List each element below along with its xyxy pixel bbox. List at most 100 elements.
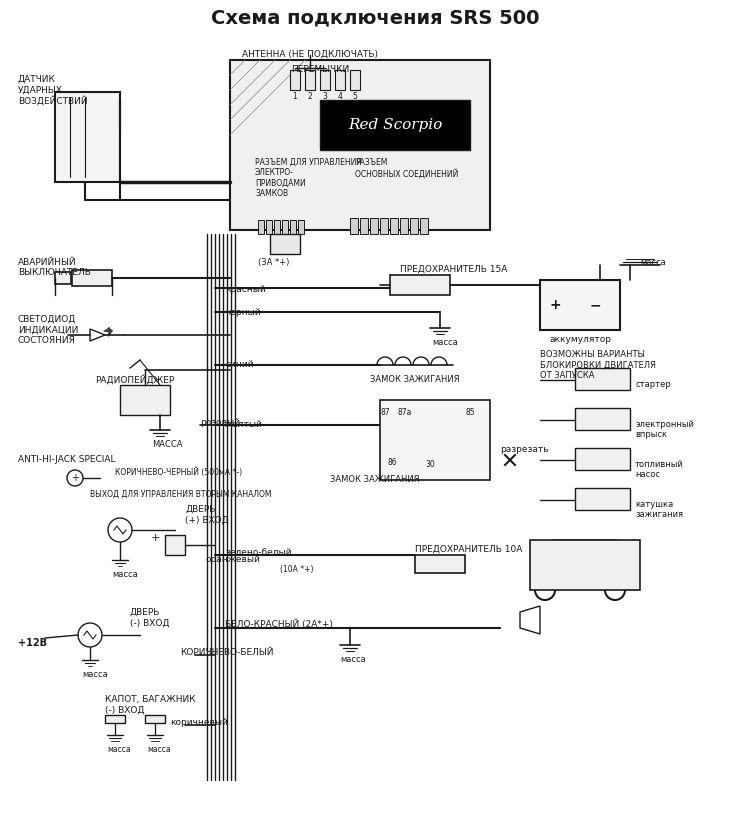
- Bar: [274, 220, 280, 234]
- Circle shape: [102, 167, 108, 173]
- Text: +: +: [150, 533, 160, 543]
- Text: КАПОТ, БАГАЖНИК
(-) ВХОД: КАПОТ, БАГАЖНИК (-) ВХОД: [105, 695, 196, 714]
- Text: масса: масса: [340, 655, 366, 664]
- Text: АВАРИЙНЫЙ
ВЫКЛЮЧАТЕЛЬ: АВАРИЙНЫЙ ВЫКЛЮЧАТЕЛЬ: [18, 258, 91, 277]
- Bar: [270, 234, 300, 254]
- Text: ЗАМОК ЗАЖИГАНИЯ: ЗАМОК ЗАЖИГАНИЯ: [370, 375, 460, 384]
- Text: 5: 5: [352, 92, 358, 101]
- Text: масса: масса: [432, 338, 457, 347]
- Text: ВЫХОД ДЛЯ УПРАВЛЕНИЯ ВТОРЫМ КАНАЛОМ: ВЫХОД ДЛЯ УПРАВЛЕНИЯ ВТОРЫМ КАНАЛОМ: [90, 490, 272, 499]
- Text: оранжевый: оранжевый: [205, 555, 260, 564]
- Bar: [380, 218, 388, 234]
- Text: −: −: [590, 298, 601, 312]
- Text: 85: 85: [465, 408, 475, 417]
- Bar: [320, 70, 330, 90]
- Text: ПРЕДОХРАНИТЕЛЬ 10А: ПРЕДОХРАНИТЕЛЬ 10А: [415, 545, 522, 554]
- Bar: [298, 220, 304, 234]
- Bar: [350, 218, 358, 234]
- Text: красный: красный: [225, 285, 266, 294]
- Text: ПРЕДОХРАНИТЕЛЬ 15А: ПРЕДОХРАНИТЕЛЬ 15А: [400, 265, 507, 274]
- Text: +: +: [549, 298, 561, 312]
- Text: масса: масса: [640, 258, 666, 267]
- Text: АНТЕННА (НЕ ПОДКЛЮЧАТЬ): АНТЕННА (НЕ ПОДКЛЮЧАТЬ): [242, 50, 378, 59]
- Bar: [282, 220, 288, 234]
- Bar: [575, 448, 630, 470]
- Bar: [290, 220, 296, 234]
- Bar: [410, 218, 418, 234]
- Circle shape: [102, 154, 108, 160]
- Text: 87a: 87a: [398, 408, 412, 417]
- Text: 30: 30: [425, 460, 435, 469]
- Text: СВЕТОДИОД
ИНДИКАЦИИ
СОСТОЯНИЯ: СВЕТОДИОД ИНДИКАЦИИ СОСТОЯНИЯ: [18, 315, 78, 345]
- Text: РАЗЪЕМ
ОСНОВНЫХ СОЕДИНЕНИЙ: РАЗЪЕМ ОСНОВНЫХ СОЕДИНЕНИЙ: [355, 158, 458, 179]
- Text: +12В: +12В: [18, 638, 47, 648]
- Text: ЗАМОК ЗАЖИГАНИЯ: ЗАМОК ЗАЖИГАНИЯ: [330, 475, 420, 484]
- Text: (3А *+): (3А *+): [258, 258, 290, 267]
- Bar: [390, 218, 398, 234]
- Bar: [350, 70, 360, 90]
- Bar: [415, 555, 465, 573]
- Circle shape: [102, 134, 108, 140]
- Bar: [575, 368, 630, 390]
- Bar: [400, 218, 408, 234]
- Text: +: +: [71, 473, 79, 483]
- Text: зелено-белый: зелено-белый: [225, 548, 292, 557]
- Text: масса: масса: [82, 670, 108, 679]
- Bar: [55, 272, 71, 284]
- Bar: [290, 70, 300, 90]
- Text: БЕЛО-КРАСНЫЙ (2А*+): БЕЛО-КРАСНЫЙ (2А*+): [225, 620, 333, 629]
- Text: 2: 2: [308, 92, 312, 101]
- Text: синий: синий: [225, 360, 254, 369]
- Bar: [370, 218, 378, 234]
- Text: розовый: розовый: [200, 418, 240, 427]
- Bar: [390, 275, 450, 295]
- Bar: [380, 400, 490, 480]
- Text: Red Scorpio: Red Scorpio: [348, 118, 442, 132]
- Text: ВОЗМОЖНЫ ВАРИАНТЫ
БЛОКИРОВКИ ДВИГАТЕЛЯ
ОТ ЗАПУСКА: ВОЗМОЖНЫ ВАРИАНТЫ БЛОКИРОВКИ ДВИГАТЕЛЯ О…: [540, 350, 656, 379]
- Bar: [335, 70, 345, 90]
- Text: черный: черный: [225, 308, 261, 317]
- Text: катушка
зажигания: катушка зажигания: [635, 500, 683, 520]
- Text: РАДИОПЕЙДЖЕР: РАДИОПЕЙДЖЕР: [95, 375, 174, 385]
- Text: аккумулятор: аккумулятор: [550, 335, 612, 344]
- Text: разрезать: разрезать: [500, 445, 548, 454]
- Text: МАССА: МАССА: [152, 440, 182, 449]
- Bar: [540, 280, 620, 330]
- Text: электронный
впрыск: электронный впрыск: [635, 420, 694, 439]
- Text: КОРИЧНЕВО-БЕЛЫЙ: КОРИЧНЕВО-БЕЛЫЙ: [180, 648, 274, 657]
- Text: ДВЕРЬ
(+) ВХОД: ДВЕРЬ (+) ВХОД: [185, 505, 229, 525]
- Bar: [165, 535, 185, 555]
- Text: 1: 1: [292, 92, 297, 101]
- Text: ДВЕРЬ
(-) ВХОД: ДВЕРЬ (-) ВХОД: [130, 608, 170, 628]
- Bar: [145, 715, 165, 723]
- Text: РАЗЪЕМ ДЛЯ УПРАВЛЕНИЯ
ЭЛЕКТРО-
ПРИВОДАМИ
ЗАМКОВ: РАЗЪЕМ ДЛЯ УПРАВЛЕНИЯ ЭЛЕКТРО- ПРИВОДАМИ…: [255, 158, 362, 198]
- Text: ПЕРЕМЫЧКИ: ПЕРЕМЫЧКИ: [291, 65, 349, 74]
- Text: масса: масса: [112, 570, 138, 579]
- Text: КОРИЧНЕВО-ЧЕРНЫЙ (500мА *-): КОРИЧНЕВО-ЧЕРНЫЙ (500мА *-): [115, 468, 242, 477]
- Bar: [55, 92, 120, 182]
- Text: топливный
насос: топливный насос: [635, 460, 684, 479]
- Text: масса: масса: [147, 745, 170, 754]
- Text: Схема подключения SRS 500: Схема подключения SRS 500: [211, 8, 539, 27]
- Bar: [360, 218, 368, 234]
- Text: 87: 87: [380, 408, 390, 417]
- Bar: [530, 540, 640, 590]
- Bar: [230, 60, 490, 230]
- Bar: [420, 218, 428, 234]
- Text: (10А *+): (10А *+): [280, 565, 314, 574]
- Text: масса: масса: [107, 745, 130, 754]
- Circle shape: [102, 114, 108, 120]
- Text: ANTI-HI-JACK SPECIAL: ANTI-HI-JACK SPECIAL: [18, 455, 116, 464]
- Bar: [120, 385, 170, 415]
- Bar: [320, 100, 470, 150]
- Bar: [305, 70, 315, 90]
- Bar: [72, 270, 112, 286]
- Bar: [575, 408, 630, 430]
- Bar: [575, 488, 630, 510]
- Text: стартер: стартер: [635, 380, 670, 389]
- Bar: [258, 220, 264, 234]
- Bar: [266, 220, 272, 234]
- Text: желтый: желтый: [225, 420, 262, 429]
- Text: ДАТЧИК
УДАРНЫХ
ВОЗДЕЙСТВИЙ: ДАТЧИК УДАРНЫХ ВОЗДЕЙСТВИЙ: [18, 75, 88, 106]
- Text: 86: 86: [388, 458, 398, 467]
